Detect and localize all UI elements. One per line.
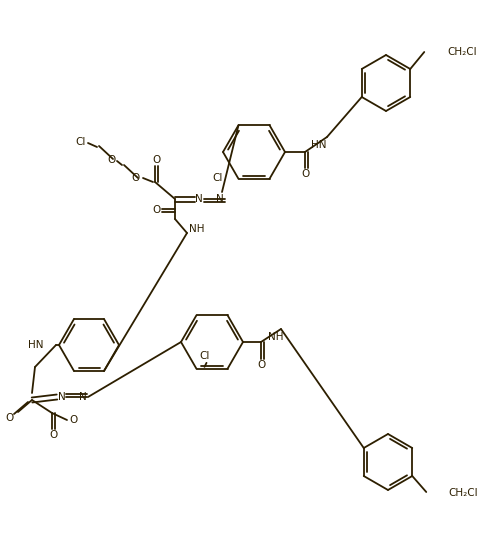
Text: N: N	[216, 194, 224, 204]
Text: NH: NH	[189, 224, 205, 234]
Text: O: O	[69, 415, 77, 425]
Text: Cl: Cl	[212, 173, 223, 183]
Text: N: N	[195, 194, 203, 204]
Text: NH: NH	[268, 332, 284, 342]
Text: O: O	[258, 360, 266, 370]
Text: O: O	[302, 169, 310, 179]
Text: HN: HN	[311, 140, 327, 150]
Text: O: O	[152, 205, 160, 215]
Text: CH₂Cl: CH₂Cl	[447, 47, 477, 57]
Text: N: N	[58, 392, 66, 402]
Text: O: O	[5, 413, 13, 423]
Text: O: O	[152, 155, 160, 165]
Text: O: O	[49, 430, 57, 440]
Text: O: O	[108, 155, 116, 165]
Text: N: N	[79, 392, 87, 402]
Text: Cl: Cl	[199, 351, 210, 361]
Text: Cl: Cl	[75, 137, 86, 147]
Text: O: O	[132, 173, 140, 183]
Text: HN: HN	[27, 340, 43, 350]
Text: CH₂Cl: CH₂Cl	[448, 488, 478, 498]
